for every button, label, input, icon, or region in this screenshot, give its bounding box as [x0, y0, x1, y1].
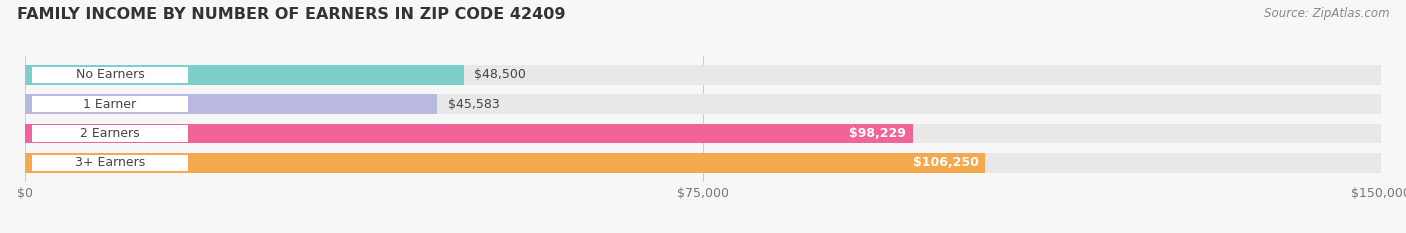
FancyBboxPatch shape	[25, 153, 986, 173]
Text: 1 Earner: 1 Earner	[83, 98, 136, 111]
FancyBboxPatch shape	[25, 94, 1381, 114]
Text: $106,250: $106,250	[912, 156, 979, 169]
Text: 3+ Earners: 3+ Earners	[75, 156, 145, 169]
FancyBboxPatch shape	[25, 65, 1381, 85]
FancyBboxPatch shape	[32, 96, 188, 112]
Text: $48,500: $48,500	[474, 69, 526, 82]
FancyBboxPatch shape	[32, 154, 188, 171]
FancyBboxPatch shape	[25, 94, 437, 114]
FancyBboxPatch shape	[32, 125, 188, 142]
FancyBboxPatch shape	[25, 65, 464, 85]
Text: FAMILY INCOME BY NUMBER OF EARNERS IN ZIP CODE 42409: FAMILY INCOME BY NUMBER OF EARNERS IN ZI…	[17, 7, 565, 22]
Text: $45,583: $45,583	[449, 98, 499, 111]
FancyBboxPatch shape	[25, 123, 912, 143]
Text: 2 Earners: 2 Earners	[80, 127, 139, 140]
FancyBboxPatch shape	[25, 153, 1381, 173]
FancyBboxPatch shape	[25, 123, 1381, 143]
Text: Source: ZipAtlas.com: Source: ZipAtlas.com	[1264, 7, 1389, 20]
FancyBboxPatch shape	[32, 67, 188, 83]
Text: No Earners: No Earners	[76, 69, 145, 82]
Text: $98,229: $98,229	[849, 127, 905, 140]
